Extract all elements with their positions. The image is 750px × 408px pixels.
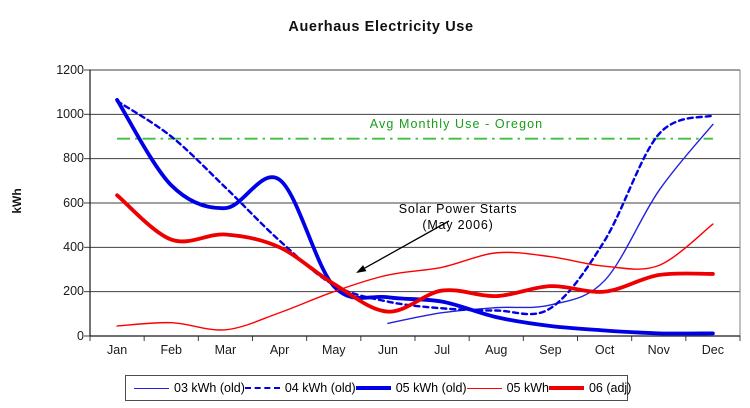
- chart-title: Auerhaus Electricity Use: [288, 19, 474, 35]
- legend-line-sample-thin-red: [466, 387, 502, 389]
- series-line-05-kwh: [116, 223, 714, 331]
- legend-label: 06 (adj): [588, 381, 632, 395]
- annotation-arrow-line: [364, 220, 450, 269]
- x-tick-label: Jul: [434, 343, 451, 357]
- y-tick-label: 600: [63, 195, 84, 210]
- x-tick-label: Oct: [594, 343, 615, 357]
- x-tick-label: Aug: [485, 343, 508, 357]
- legend-label: 05 kWh: [506, 381, 549, 395]
- series-line-03-kwh-old: [387, 123, 714, 325]
- y-tick-label: 1200: [56, 62, 84, 77]
- legend-item-04-kwh-old: 04 kWh (old): [244, 381, 356, 395]
- x-tick-label: Sep: [539, 343, 562, 357]
- x-tick-label: Mar: [214, 343, 237, 357]
- legend-line-sample-thick-blue: [355, 386, 391, 390]
- legend-line-sample-thin-blue: [134, 387, 169, 389]
- y-tick-label: 200: [63, 284, 84, 299]
- legend-item-06-adj: 06 (adj): [548, 381, 632, 395]
- x-tick-label: May: [321, 343, 346, 357]
- series-line-04-kwh-old: [115, 99, 715, 316]
- solar-annotation-line2: (May 2006): [422, 218, 494, 232]
- legend-item-03-kwh-old: 03 kWh (old): [134, 381, 245, 395]
- legend-box: 03 kWh (old) 04 kWh (old) 05 kWh (old) 0…: [125, 375, 632, 401]
- x-tick-label: Jun: [377, 343, 398, 357]
- series-line-06-adj: [115, 193, 715, 314]
- legend-label: 05 kWh (old): [395, 381, 467, 395]
- y-axis-title: kWh: [10, 188, 24, 214]
- x-tick-label: Apr: [269, 343, 290, 357]
- legend-line-sample-thick-red: [548, 386, 584, 390]
- y-tick-label: 1000: [56, 106, 84, 121]
- legend-label: 03 kWh (old): [174, 381, 245, 395]
- annotation-arrow-head: [356, 265, 367, 273]
- y-tick-label: 400: [63, 239, 84, 254]
- legend-label: 04 kWh (old): [284, 381, 356, 395]
- x-tick-label: Jan: [107, 343, 128, 357]
- x-tick-label: Nov: [647, 343, 670, 357]
- solar-annotation: Solar Power Starts (May 2006): [380, 201, 536, 233]
- legend-item-05-kwh: 05 kWh: [466, 381, 549, 395]
- solar-annotation-line1: Solar Power Starts: [398, 202, 518, 216]
- avg-line-label: Avg Monthly Use - Oregon: [369, 117, 544, 131]
- legend-item-05-kwh-old: 05 kWh (old): [355, 381, 467, 395]
- x-tick-label: Feb: [160, 343, 183, 357]
- x-tick-label: Dec: [701, 343, 725, 357]
- series-line-05-kwh-old: [115, 98, 715, 336]
- legend-line-sample-dashed-blue: [244, 387, 280, 389]
- y-tick-label: 800: [63, 151, 84, 166]
- y-tick-label: 0: [77, 328, 84, 343]
